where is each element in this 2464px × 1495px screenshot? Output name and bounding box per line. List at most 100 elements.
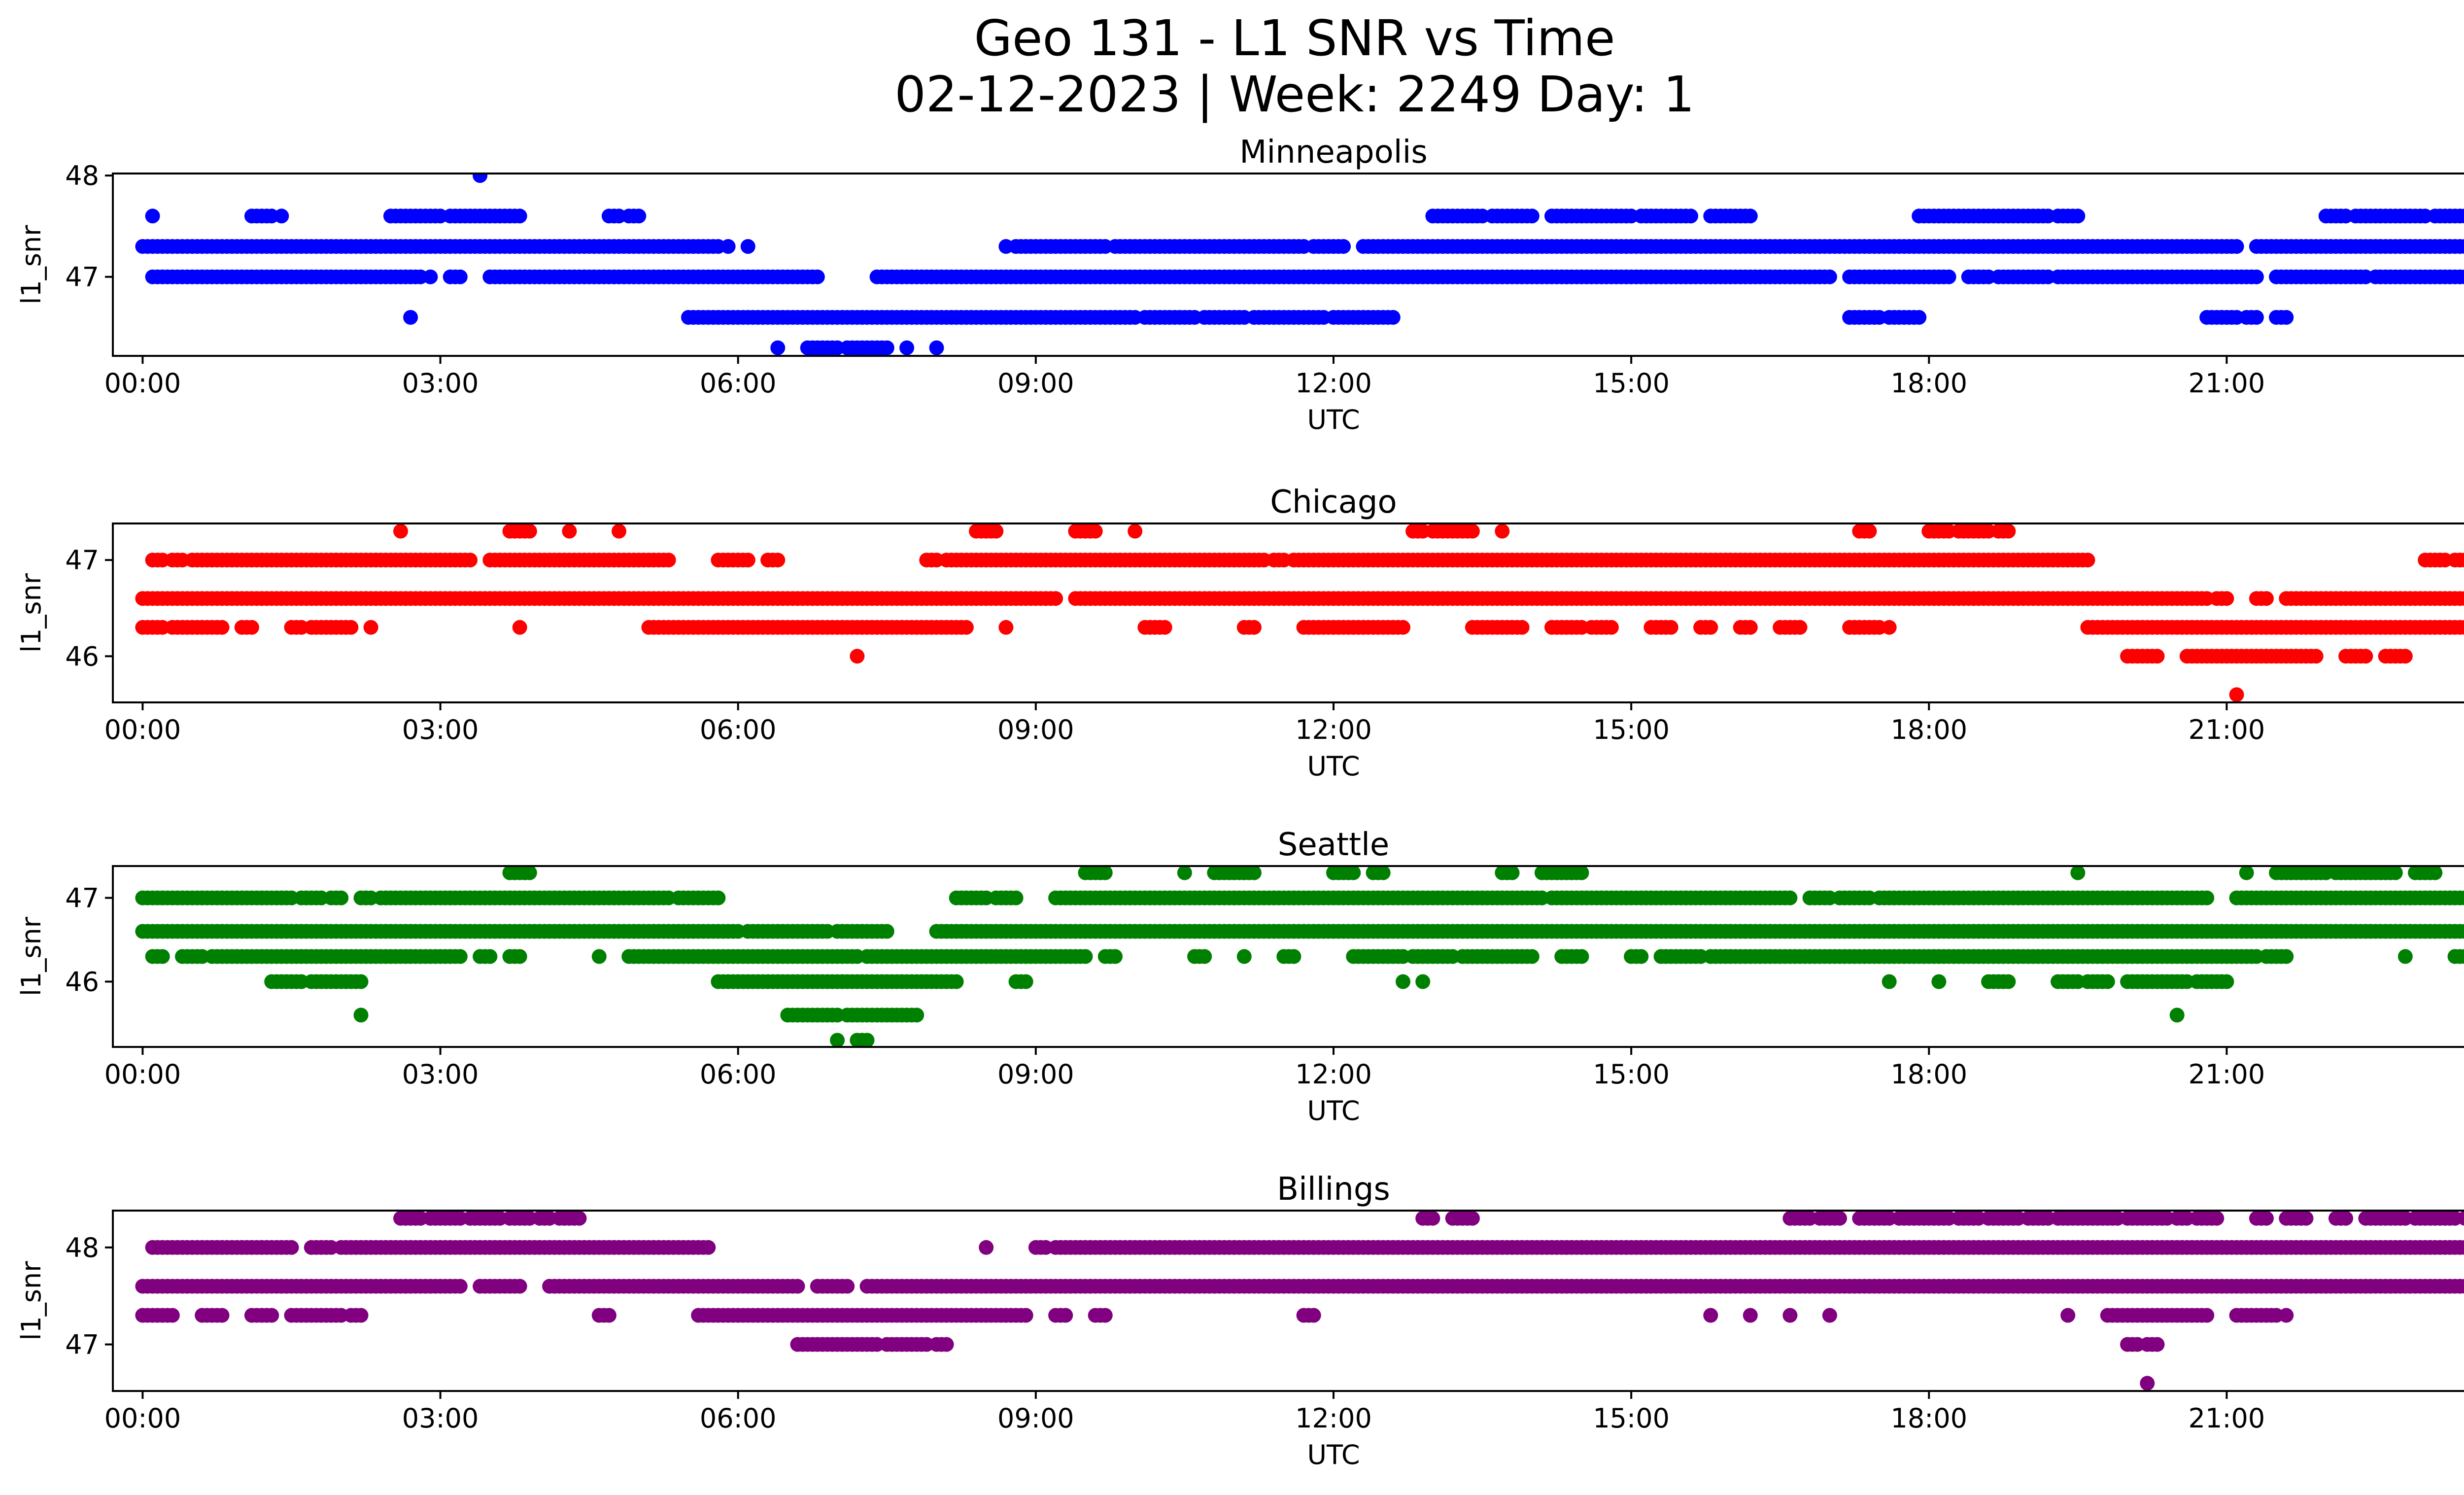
data-point xyxy=(810,269,825,284)
data-point xyxy=(2001,523,2016,539)
data-point xyxy=(1782,1308,1798,1323)
data-point xyxy=(1465,523,1480,539)
scatter-points xyxy=(135,174,2464,355)
data-point xyxy=(1128,523,1143,539)
data-point xyxy=(1375,866,1391,880)
data-point xyxy=(1604,620,1619,635)
data-point xyxy=(740,553,755,568)
x-tick-label: 18:00 xyxy=(1890,714,1967,745)
x-tick-label: 00:00 xyxy=(104,368,181,399)
data-point xyxy=(274,209,289,224)
data-point xyxy=(2358,649,2373,664)
data-point xyxy=(482,949,498,964)
data-point xyxy=(1862,523,1877,539)
data-point xyxy=(1495,523,1510,539)
data-point xyxy=(2462,952,2464,961)
y-tick-label: 46 xyxy=(65,641,99,672)
x-tick-label: 03:00 xyxy=(402,714,479,745)
data-point xyxy=(1286,949,1301,964)
data-point xyxy=(1743,209,1758,224)
x-axis-label: UTC xyxy=(1307,404,1360,435)
chart-panel-billings: 00:00 03:00 06:00 09:00 12:00 15:00 18:00 21:00… xyxy=(16,1171,2464,1470)
data-point xyxy=(2229,687,2244,702)
data-point xyxy=(2457,890,2464,905)
data-point xyxy=(909,1008,924,1023)
x-tick-label: 06:00 xyxy=(700,1059,777,1090)
data-point xyxy=(1018,974,1033,989)
data-point xyxy=(2457,949,2464,964)
data-point xyxy=(1246,866,1262,880)
data-point xyxy=(1941,269,1956,284)
data-point xyxy=(1197,949,1212,964)
data-point xyxy=(2397,649,2413,664)
data-point xyxy=(601,1308,616,1323)
data-point xyxy=(2462,242,2464,251)
x-tick-label: 09:00 xyxy=(997,1059,1074,1090)
x-tick-label: 06:00 xyxy=(700,714,777,745)
data-point xyxy=(343,620,359,635)
data-point xyxy=(2428,866,2443,880)
data-point xyxy=(1743,620,1758,635)
x-tick-label: 03:00 xyxy=(402,1059,479,1090)
data-point xyxy=(2388,866,2403,880)
data-point xyxy=(1008,890,1024,905)
data-point xyxy=(1882,974,1897,989)
data-point xyxy=(1157,620,1172,635)
data-point xyxy=(770,553,786,568)
scatter-points xyxy=(135,866,2464,1047)
data-point xyxy=(2457,239,2464,254)
data-point xyxy=(859,1033,875,1047)
data-point xyxy=(1663,620,1678,635)
data-point xyxy=(264,1308,279,1323)
data-point xyxy=(1108,949,1123,964)
x-tick-label: 03:00 xyxy=(402,368,479,399)
y-tick-label: 47 xyxy=(65,883,99,914)
data-point xyxy=(2462,1243,2464,1252)
data-point xyxy=(1524,209,1540,224)
x-tick-label: 15:00 xyxy=(1593,714,1670,745)
data-point xyxy=(2462,927,2464,936)
data-point xyxy=(770,340,786,355)
data-point xyxy=(1505,866,1520,880)
data-point xyxy=(512,949,527,964)
y-tick-label: 47 xyxy=(65,545,99,576)
data-point xyxy=(2462,623,2464,632)
data-point xyxy=(740,239,755,254)
data-point xyxy=(612,523,626,539)
y-axis-label: l1_snr xyxy=(16,916,47,996)
data-point xyxy=(2457,209,2464,224)
data-point xyxy=(631,209,647,224)
data-point xyxy=(939,1337,954,1352)
data-point xyxy=(1415,974,1431,989)
axes-title: Chicago xyxy=(1270,484,1397,521)
data-point xyxy=(591,949,607,964)
data-point xyxy=(214,620,230,635)
data-point xyxy=(353,1308,369,1323)
data-point xyxy=(830,1033,845,1047)
x-tick-label: 12:00 xyxy=(1295,1059,1372,1090)
x-tick-label: 12:00 xyxy=(1295,714,1372,745)
data-point xyxy=(1097,1308,1113,1323)
data-point xyxy=(2457,553,2464,568)
data-point xyxy=(790,1279,805,1294)
data-point xyxy=(1524,949,1540,964)
data-point xyxy=(403,310,418,325)
data-point xyxy=(512,1279,527,1294)
data-point xyxy=(1822,1308,1837,1323)
data-point xyxy=(1683,209,1698,224)
y-axis-label: l1_snr xyxy=(16,573,47,653)
data-point xyxy=(155,949,170,964)
data-point xyxy=(850,649,865,664)
x-tick-label: 06:00 xyxy=(700,368,777,399)
y-tick-label: 47 xyxy=(65,262,99,293)
axes-title: Seattle xyxy=(1278,827,1390,863)
x-tick-label: 18:00 xyxy=(1890,368,1967,399)
data-point xyxy=(958,620,974,635)
data-point xyxy=(363,620,378,635)
x-tick-label: 00:00 xyxy=(104,714,181,745)
data-point xyxy=(1058,1308,1073,1323)
data-point xyxy=(879,924,894,939)
data-point xyxy=(512,620,527,635)
scatter-points xyxy=(135,1211,2464,1391)
